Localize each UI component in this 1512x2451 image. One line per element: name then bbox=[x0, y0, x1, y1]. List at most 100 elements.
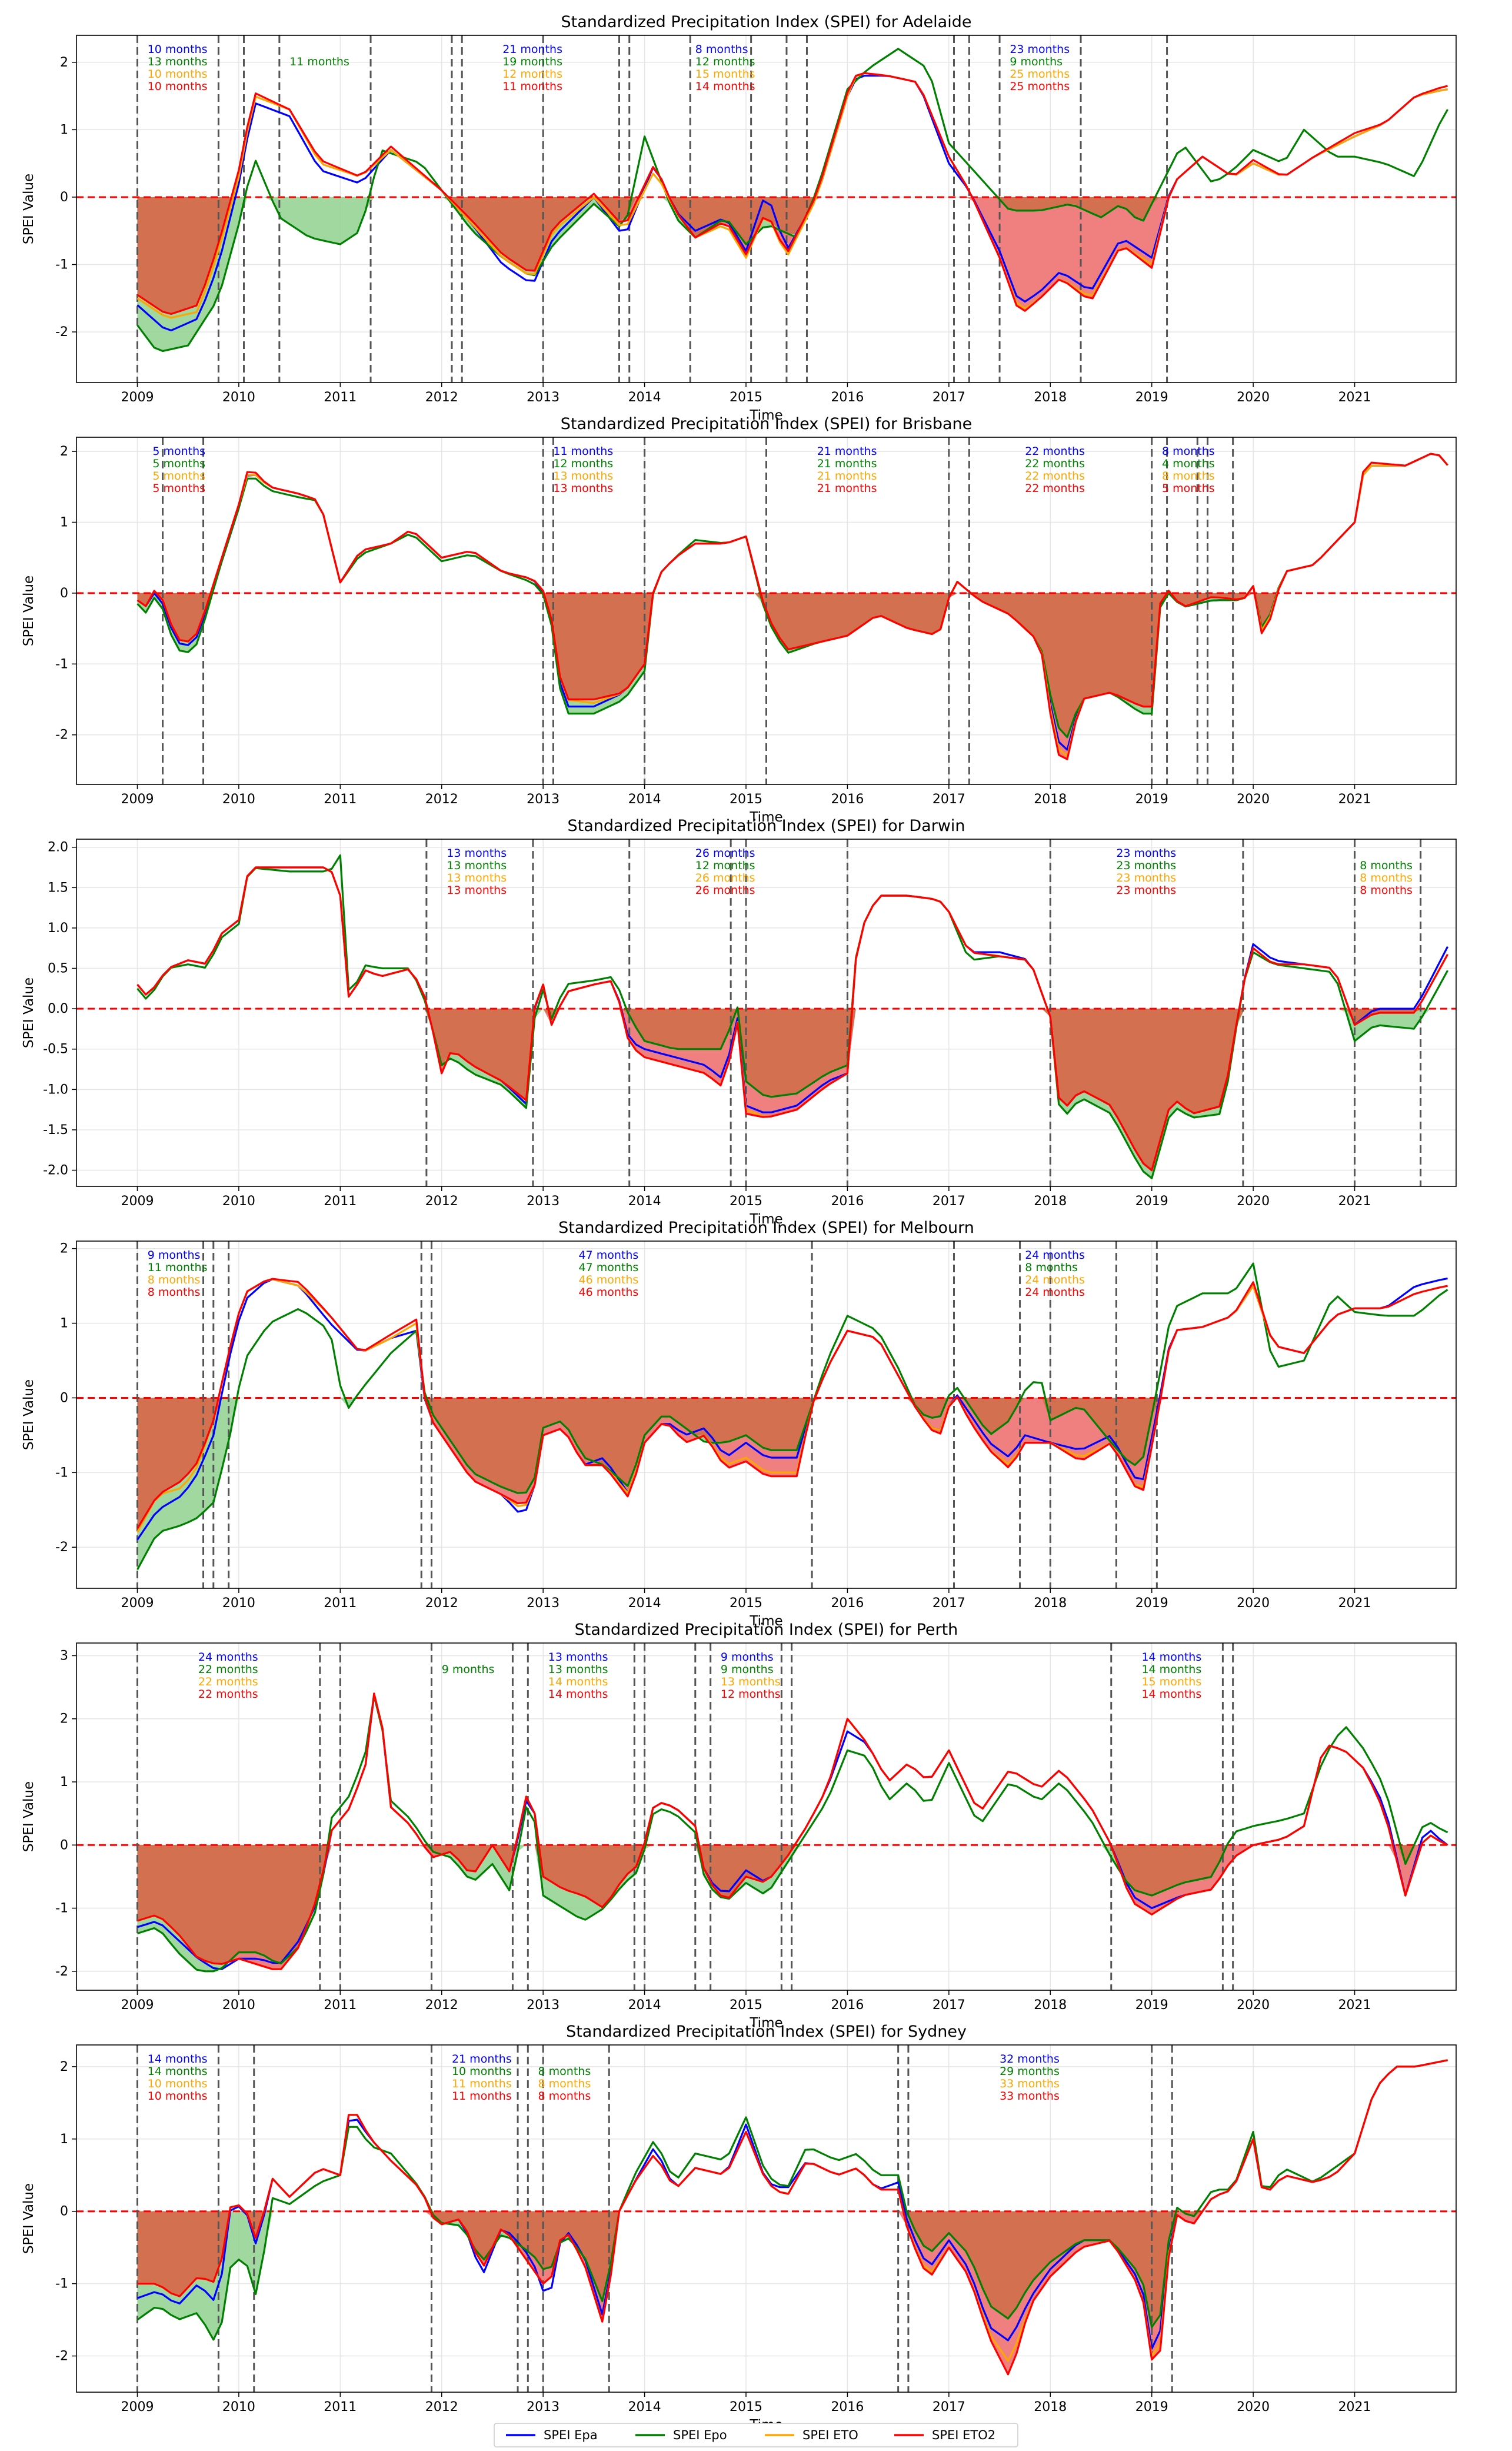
x-tick-label: 2010 bbox=[222, 390, 255, 405]
deficit-fill-eto2 bbox=[137, 197, 1448, 314]
x-tick-label: 2020 bbox=[1237, 792, 1270, 807]
x-tick-label: 2016 bbox=[831, 390, 864, 405]
x-tick-label: 2018 bbox=[1034, 792, 1067, 807]
duration-label-eto2: 8 months bbox=[538, 2090, 591, 2103]
x-tick-label: 2012 bbox=[425, 2400, 458, 2415]
y-tick-label: 1 bbox=[60, 1316, 68, 1331]
series-line-epo bbox=[136, 453, 1448, 739]
legend: SPEI Epa SPEI Epo SPEI ETO SPEI ETO2 bbox=[494, 2423, 1018, 2447]
duration-label-epa: 11 months bbox=[553, 445, 613, 458]
y-tick-label: -1 bbox=[55, 2277, 68, 2292]
y-tick-label: -1 bbox=[55, 258, 68, 272]
duration-label-epa: 23 months bbox=[1010, 43, 1070, 56]
duration-label-epo: 11 months bbox=[289, 55, 349, 68]
x-tick-label: 2021 bbox=[1338, 1194, 1371, 1209]
series-line-eto2 bbox=[136, 72, 1448, 315]
x-tick-label: 2009 bbox=[121, 2400, 154, 2415]
x-tick-label: 2017 bbox=[932, 390, 965, 405]
x-tick-label: 2009 bbox=[121, 1998, 154, 2013]
x-tick-label: 2012 bbox=[425, 1998, 458, 2013]
duration-label-eto: 15 months bbox=[695, 68, 755, 81]
duration-label-eto2: 13 months bbox=[447, 884, 507, 897]
duration-label-eto2: 24 months bbox=[1025, 1286, 1085, 1299]
duration-label-epo: 19 months bbox=[502, 55, 562, 68]
x-axis-label: Time bbox=[749, 408, 782, 423]
duration-label-epo: 12 months bbox=[695, 55, 755, 68]
x-tick-label: 2018 bbox=[1034, 1596, 1067, 1611]
x-tick-label: 2014 bbox=[628, 1194, 661, 1209]
x-tick-label: 2016 bbox=[831, 1596, 864, 1611]
duration-label-epo: 12 months bbox=[553, 457, 613, 470]
y-tick-label: 0 bbox=[60, 2204, 68, 2219]
y-tick-label: -2 bbox=[55, 1540, 68, 1555]
duration-label-epo: 8 months bbox=[1025, 1261, 1078, 1274]
series-line-eto2 bbox=[137, 1692, 1448, 1970]
x-tick-label: 2014 bbox=[628, 1998, 661, 2013]
x-tick-label: 2018 bbox=[1034, 1194, 1067, 1209]
x-tick-label: 2019 bbox=[1135, 1194, 1168, 1209]
series-line-epo bbox=[136, 1262, 1448, 1571]
y-tick-label: -1.5 bbox=[43, 1123, 68, 1138]
x-tick-label: 2011 bbox=[324, 792, 357, 807]
x-tick-label: 2009 bbox=[121, 792, 154, 807]
duration-label-eto: 13 months bbox=[553, 470, 613, 483]
x-tick-label: 2018 bbox=[1034, 390, 1067, 405]
legend-box bbox=[494, 2423, 1018, 2447]
y-tick-label: 3 bbox=[60, 1648, 68, 1663]
y-tick-label: 1.5 bbox=[48, 880, 68, 895]
duration-label-epa: 13 months bbox=[447, 847, 507, 860]
duration-label-eto2: 22 months bbox=[198, 1688, 258, 1701]
duration-label-epo: 11 months bbox=[148, 1261, 208, 1274]
duration-label-epo: 21 months bbox=[817, 457, 877, 470]
x-tick-label: 2015 bbox=[730, 792, 762, 807]
duration-label-eto: 23 months bbox=[1116, 872, 1176, 884]
duration-label-eto2: 12 months bbox=[721, 1688, 781, 1701]
x-tick-label: 2012 bbox=[425, 390, 458, 405]
x-tick-label: 2011 bbox=[324, 390, 357, 405]
x-tick-label: 2020 bbox=[1237, 1596, 1270, 1611]
deficit-fill-overlap bbox=[137, 1009, 1448, 1170]
x-axis-label: Time bbox=[749, 810, 782, 825]
duration-label-eto2: 11 months bbox=[502, 80, 562, 93]
y-tick-label: -1 bbox=[55, 1465, 68, 1480]
x-tick-label: 2017 bbox=[932, 1998, 965, 2013]
duration-label-eto2: 14 months bbox=[1141, 1688, 1201, 1701]
duration-label-epa: 26 months bbox=[695, 847, 755, 860]
duration-label-eto2: 5 months bbox=[152, 482, 205, 495]
duration-label-eto2: 26 months bbox=[695, 884, 755, 897]
x-tick-label: 2014 bbox=[628, 2400, 661, 2415]
panel-1: Standardized Precipitation Index (SPEI) … bbox=[21, 415, 1457, 825]
x-tick-label: 2013 bbox=[527, 792, 559, 807]
panel-title: Standardized Precipitation Index (SPEI) … bbox=[567, 817, 965, 835]
duration-label-eto2: 14 months bbox=[695, 80, 755, 93]
duration-label-eto2: 46 months bbox=[579, 1286, 639, 1299]
duration-label-epo: 12 months bbox=[695, 859, 755, 872]
x-tick-label: 2013 bbox=[527, 1998, 559, 2013]
duration-label-epa: 32 months bbox=[1000, 2053, 1060, 2066]
duration-label-epa: 8 months bbox=[695, 43, 748, 56]
x-tick-label: 2021 bbox=[1338, 390, 1371, 405]
x-tick-label: 2012 bbox=[425, 792, 458, 807]
y-tick-label: 0 bbox=[60, 586, 68, 601]
duration-label-epo: 29 months bbox=[1000, 2065, 1060, 2078]
duration-label-eto2: 13 months bbox=[553, 482, 613, 495]
legend-label: SPEI Epa bbox=[544, 2428, 598, 2442]
x-tick-label: 2014 bbox=[628, 390, 661, 405]
panel-4: Standardized Precipitation Index (SPEI) … bbox=[21, 1621, 1457, 2031]
duration-label-eto: 26 months bbox=[695, 872, 755, 884]
duration-label-epa: 22 months bbox=[1025, 445, 1085, 458]
duration-label-eto: 22 months bbox=[1025, 470, 1085, 483]
x-axis-label: Time bbox=[749, 1614, 782, 1629]
x-tick-label: 2017 bbox=[932, 2400, 965, 2415]
x-tick-label: 2021 bbox=[1338, 2400, 1371, 2415]
x-tick-label: 2010 bbox=[222, 1194, 255, 1209]
y-tick-label: -2 bbox=[55, 728, 68, 743]
x-tick-label: 2009 bbox=[121, 390, 154, 405]
y-tick-label: 1 bbox=[60, 122, 68, 137]
y-tick-label: -2 bbox=[55, 325, 68, 340]
x-tick-label: 2021 bbox=[1338, 792, 1371, 807]
x-tick-label: 2010 bbox=[222, 1596, 255, 1611]
duration-label-eto2: 33 months bbox=[1000, 2090, 1060, 2103]
series-line-eto2 bbox=[136, 866, 1449, 1172]
